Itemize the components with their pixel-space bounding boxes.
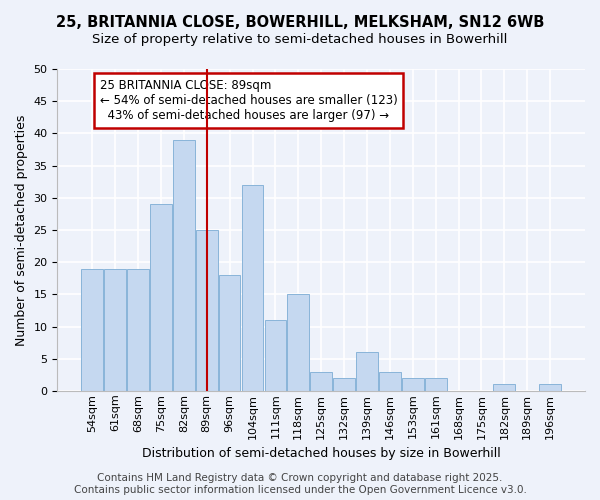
Bar — [196, 230, 218, 391]
Bar — [379, 372, 401, 391]
Text: 25 BRITANNIA CLOSE: 89sqm
← 54% of semi-detached houses are smaller (123)
  43% : 25 BRITANNIA CLOSE: 89sqm ← 54% of semi-… — [100, 78, 397, 122]
Bar — [425, 378, 446, 391]
Bar — [402, 378, 424, 391]
Bar — [242, 185, 263, 391]
Bar — [150, 204, 172, 391]
Text: Size of property relative to semi-detached houses in Bowerhill: Size of property relative to semi-detach… — [92, 32, 508, 46]
Bar — [287, 294, 309, 391]
Bar — [493, 384, 515, 391]
Text: Contains HM Land Registry data © Crown copyright and database right 2025.
Contai: Contains HM Land Registry data © Crown c… — [74, 474, 526, 495]
Bar — [219, 275, 241, 391]
Bar — [82, 268, 103, 391]
Bar — [173, 140, 195, 391]
Bar — [333, 378, 355, 391]
Bar — [265, 320, 286, 391]
X-axis label: Distribution of semi-detached houses by size in Bowerhill: Distribution of semi-detached houses by … — [142, 447, 500, 460]
Bar — [356, 352, 378, 391]
Bar — [539, 384, 561, 391]
Bar — [104, 268, 126, 391]
Text: 25, BRITANNIA CLOSE, BOWERHILL, MELKSHAM, SN12 6WB: 25, BRITANNIA CLOSE, BOWERHILL, MELKSHAM… — [56, 15, 544, 30]
Bar — [127, 268, 149, 391]
Bar — [310, 372, 332, 391]
Y-axis label: Number of semi-detached properties: Number of semi-detached properties — [15, 114, 28, 346]
